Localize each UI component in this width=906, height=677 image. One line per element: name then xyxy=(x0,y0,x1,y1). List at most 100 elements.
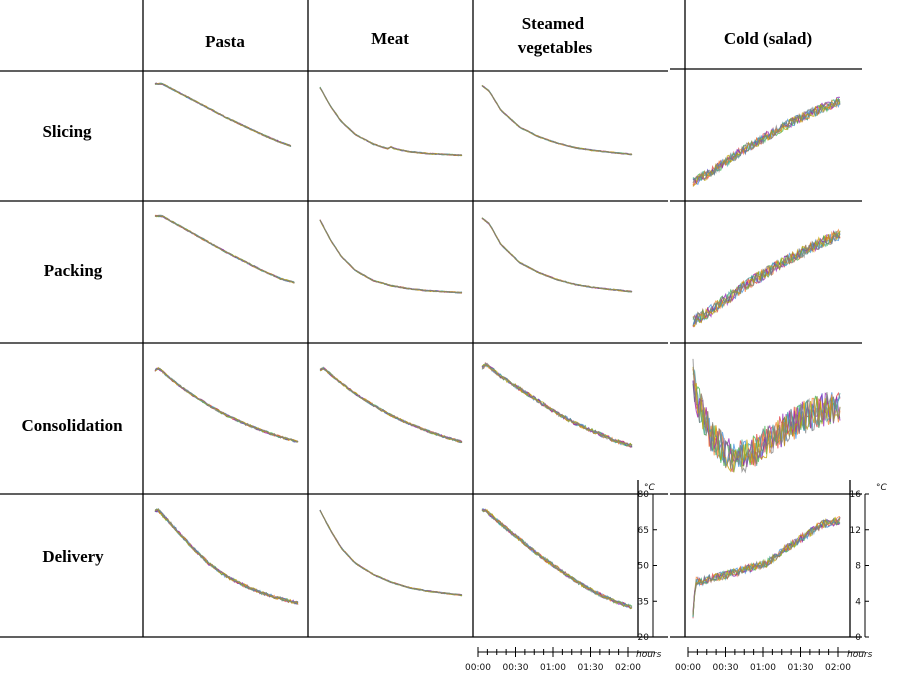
series-line xyxy=(481,508,633,610)
series-line xyxy=(481,508,633,610)
series-line xyxy=(319,87,462,157)
series-line xyxy=(481,217,633,293)
time-tick-label: 00:30 xyxy=(713,663,739,673)
panel-packing-steamed-vegetables xyxy=(481,217,633,293)
series-line xyxy=(481,509,633,608)
panel-delivery-pasta xyxy=(154,507,299,605)
series-line xyxy=(481,85,633,156)
axis-tick-label: 50 xyxy=(638,562,650,572)
curve-layer xyxy=(154,82,841,619)
series-line xyxy=(481,85,633,156)
time-axis-cold-unit: hours xyxy=(847,650,873,660)
series-line xyxy=(481,217,633,293)
series-line xyxy=(481,85,633,156)
series-line xyxy=(154,215,295,284)
series-line xyxy=(154,367,299,443)
series-line xyxy=(155,508,299,605)
row-header-consolidation: Consolidation xyxy=(21,416,123,435)
series-line xyxy=(481,85,632,155)
series-line xyxy=(154,510,299,605)
panel-consolidation-steamed-vegetables xyxy=(481,361,633,448)
series-line xyxy=(692,517,841,619)
time-axis-hot: hours 00:00 00:30 01:00 01:30 02:00 xyxy=(465,647,662,673)
panel-delivery-cold-salad xyxy=(692,516,841,619)
hot-temperature-axis: °C 80 65 50 35 20 xyxy=(638,483,657,643)
series-line xyxy=(154,367,299,443)
series-line xyxy=(481,509,633,609)
series-line xyxy=(154,82,291,147)
series-line xyxy=(155,367,299,443)
axis-tick-label: 65 xyxy=(638,526,649,536)
axis-tick-label: 8 xyxy=(855,562,861,572)
series-line xyxy=(692,366,841,473)
axis-tick-label: 12 xyxy=(850,526,861,536)
series-line xyxy=(319,367,463,443)
series-line xyxy=(154,215,295,284)
series-line xyxy=(154,509,299,605)
series-line xyxy=(692,230,841,328)
series-line xyxy=(154,507,299,605)
series-line xyxy=(154,214,295,284)
series-line xyxy=(481,361,633,448)
series-line xyxy=(154,508,299,605)
series-line xyxy=(319,367,463,444)
series-line xyxy=(692,230,841,325)
series-line xyxy=(154,508,299,605)
panel-consolidation-cold-salad xyxy=(692,358,841,474)
series-line xyxy=(154,508,299,604)
panel-delivery-steamed-vegetables xyxy=(481,508,633,610)
time-tick-label: 00:30 xyxy=(503,663,529,673)
series-line xyxy=(319,367,463,443)
series-line xyxy=(154,367,299,443)
panel-packing-cold-salad xyxy=(692,228,841,328)
row-header-packing: Packing xyxy=(44,261,103,280)
series-line xyxy=(692,358,841,474)
series-line xyxy=(154,508,299,604)
panel-slicing-cold-salad xyxy=(692,96,841,187)
time-tick-label: 02:00 xyxy=(825,663,851,673)
column-headers: Pasta Meat Steamed vegetables Cold (sala… xyxy=(205,14,812,57)
series-line xyxy=(319,219,463,294)
series-line xyxy=(319,367,463,443)
series-line xyxy=(154,367,299,443)
series-line xyxy=(481,85,633,156)
series-line xyxy=(481,362,633,447)
column-header-cold-salad: Cold (salad) xyxy=(724,29,812,48)
series-line xyxy=(154,367,299,443)
series-line xyxy=(154,82,292,147)
series-line xyxy=(319,367,463,444)
series-line xyxy=(481,85,633,156)
series-line xyxy=(692,99,841,184)
series-line xyxy=(154,214,295,283)
series-line xyxy=(320,366,463,443)
series-line xyxy=(481,217,633,293)
axis-tick-label: 16 xyxy=(850,490,862,500)
time-tick-label: 01:30 xyxy=(578,663,604,673)
series-line xyxy=(154,214,295,284)
panel-packing-meat xyxy=(319,219,463,294)
series-line xyxy=(481,217,633,293)
series-line xyxy=(319,366,463,444)
series-line xyxy=(481,85,633,156)
cold-temperature-axis: °C 16 12 8 4 0 xyxy=(850,483,888,643)
time-axis-cold: hours 00:00 00:30 01:00 01:30 02:00 xyxy=(675,647,873,673)
column-header-steamed-vegetables: Steamed vegetables xyxy=(518,14,593,57)
series-line xyxy=(154,82,292,147)
time-tick-label: 00:00 xyxy=(465,663,491,673)
panel-consolidation-meat xyxy=(319,366,463,444)
series-line xyxy=(154,214,295,284)
series-line xyxy=(692,516,841,615)
column-header-meat: Meat xyxy=(371,29,409,48)
axis-tick-label: 0 xyxy=(855,633,861,643)
column-header-cold-salad-line: Cold (salad) xyxy=(724,29,812,48)
axis-tick-label: 80 xyxy=(638,490,650,500)
axis-tick-label: 35 xyxy=(638,597,649,607)
series-line xyxy=(481,218,633,293)
time-tick-label: 01:00 xyxy=(540,663,566,673)
panel-slicing-pasta xyxy=(154,82,292,148)
series-line xyxy=(692,97,841,181)
series-line xyxy=(319,368,463,443)
panel-slicing-meat xyxy=(319,86,463,157)
row-headers: Slicing Packing Consolidation Delivery xyxy=(21,122,123,566)
